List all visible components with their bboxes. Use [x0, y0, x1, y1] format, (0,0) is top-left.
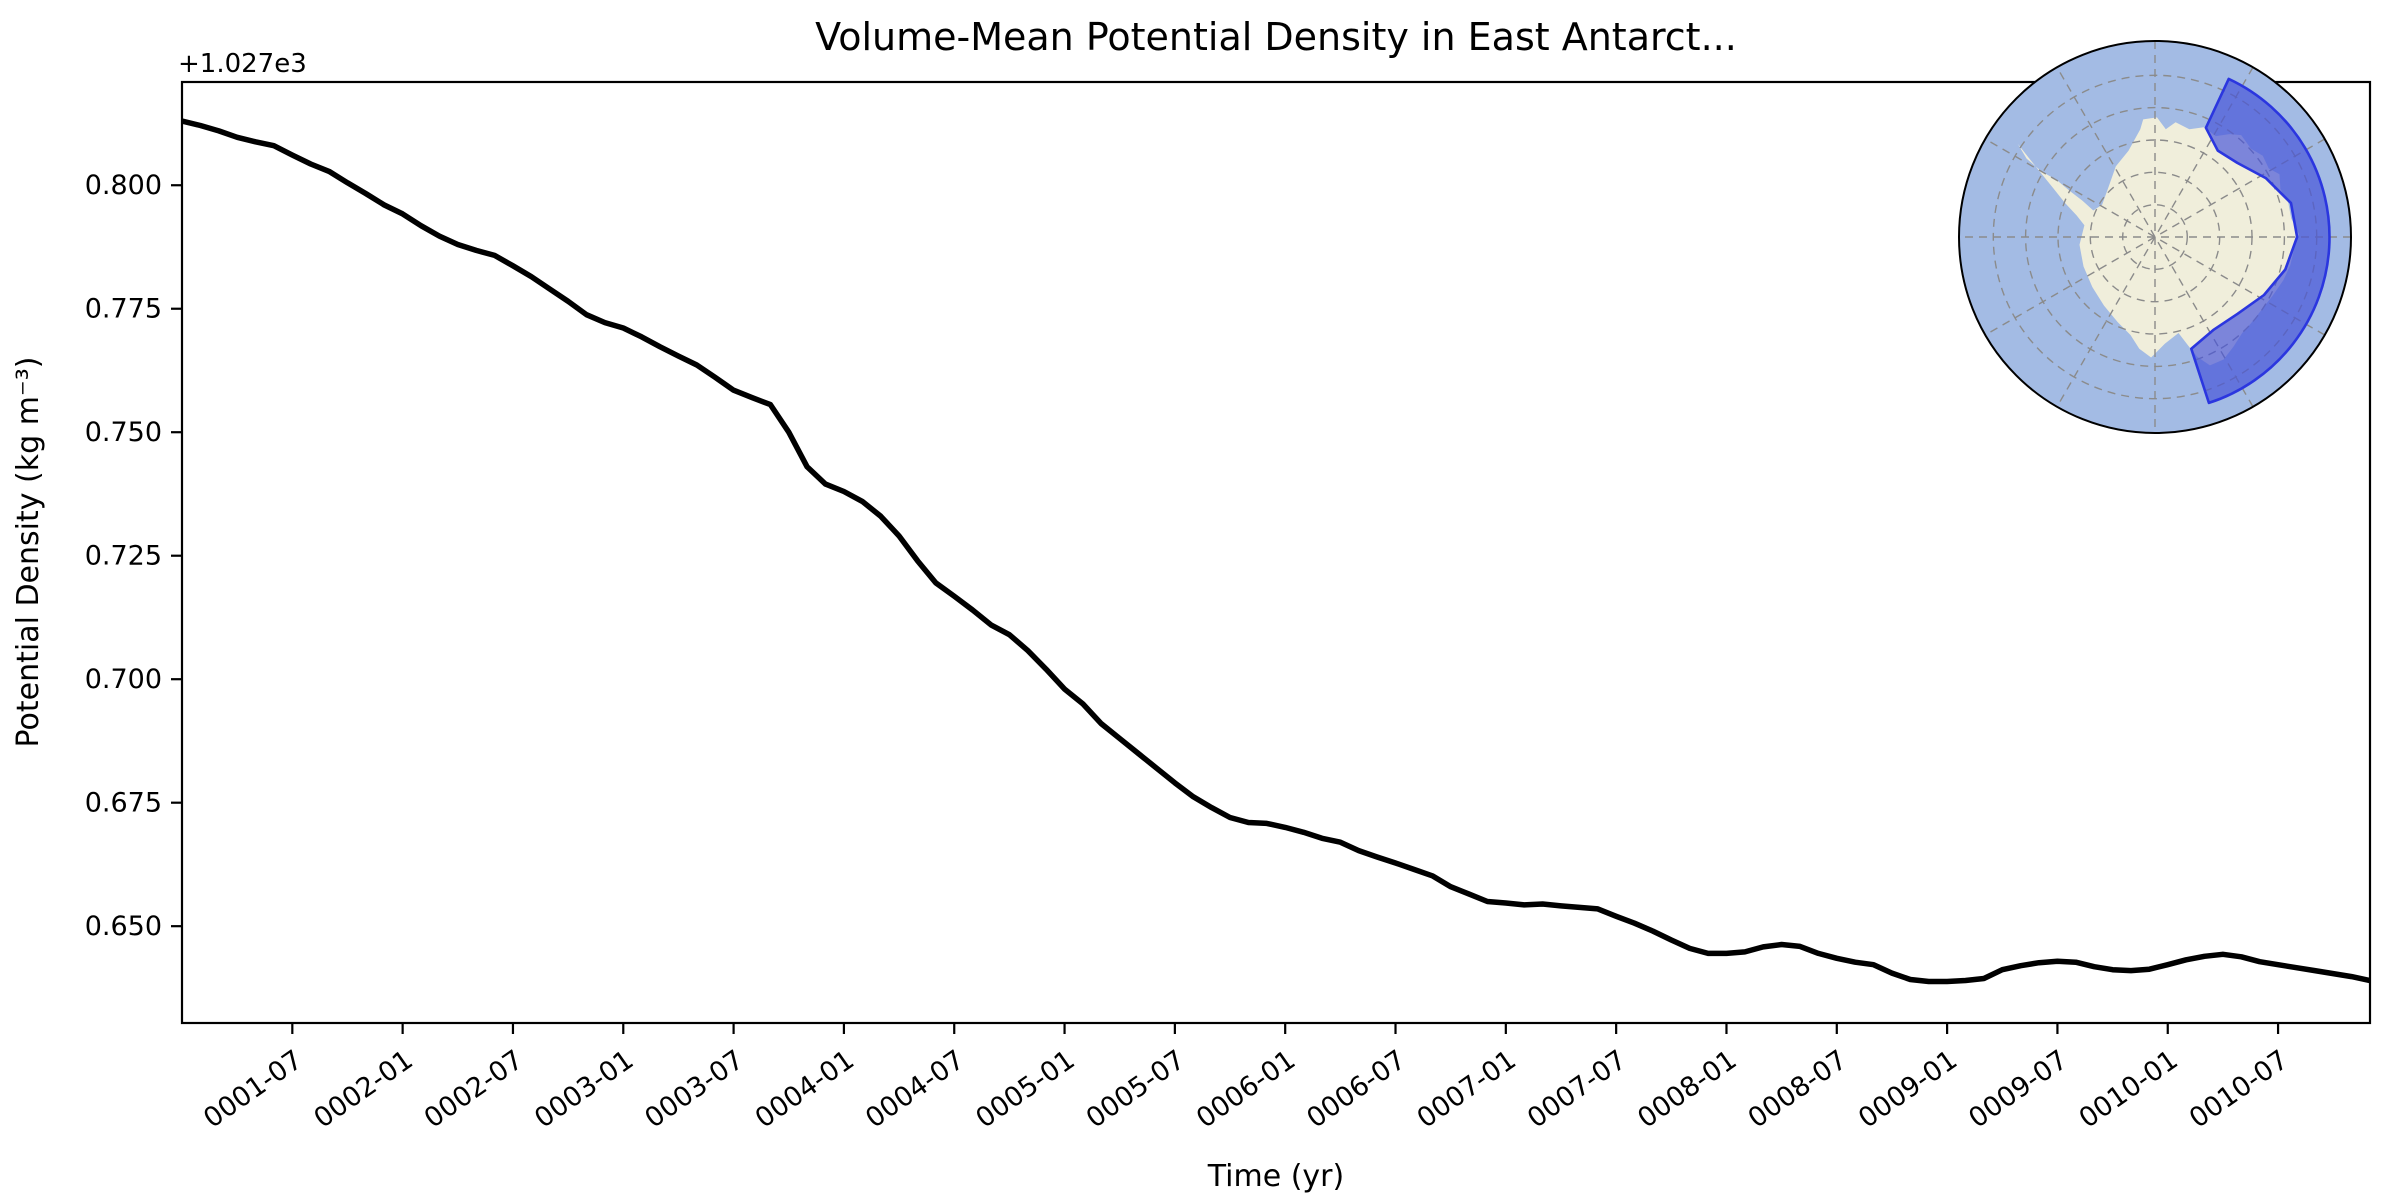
inset-highlighted-region	[2190, 77, 2331, 405]
y-tick-label: 0.675	[85, 788, 162, 819]
x-tick-label: 0004-01	[750, 1044, 860, 1134]
data-line-layer	[182, 118, 2370, 985]
chart-title: Volume-Mean Potential Density in East An…	[815, 15, 1737, 59]
axis-ticks: 0001-07 0002-01 0002-07 0003-01 0003-07 0004-…	[85, 170, 2294, 1134]
x-tick-label: 0008-07	[1743, 1044, 1853, 1134]
x-tick-label: 0009-01	[1853, 1044, 1963, 1134]
inset-antarctica-land	[2017, 117, 2300, 366]
x-tick-label: 0002-07	[419, 1044, 529, 1134]
x-tick-label: 0007-07	[1522, 1044, 1632, 1134]
y-tick-label: 0.725	[85, 541, 162, 572]
y-axis-offset-text: +1.027e3	[178, 49, 307, 79]
y-axis-label: Potential Density (kg m⁻³)	[11, 357, 46, 748]
x-tick-label: 0006-01	[1191, 1044, 1301, 1134]
x-tick-label: 0009-07	[1963, 1044, 2073, 1134]
x-tick-label: 0008-01	[1632, 1044, 1742, 1134]
x-tick-label: 0005-01	[970, 1044, 1080, 1134]
x-tick-label: 0003-01	[529, 1044, 639, 1134]
y-tick-label: 0.650	[85, 911, 162, 942]
x-tick-label: 0003-07	[639, 1044, 749, 1134]
x-tick-label: 0002-01	[308, 1044, 418, 1134]
inset-map-outline	[1958, 40, 2352, 434]
density-line	[182, 118, 2370, 985]
axes-frame	[180, 80, 2372, 1025]
y-tick-label: 0.750	[85, 417, 162, 448]
x-tick-label: 0007-01	[1412, 1044, 1522, 1134]
inset-graticule	[1959, 41, 2351, 433]
x-axis-label: Time (yr)	[1207, 1159, 1344, 1194]
x-tick-label: 0010-07	[2184, 1044, 2294, 1134]
x-tick-label: 0006-07	[1301, 1044, 1411, 1134]
x-tick-label: 0001-07	[198, 1044, 308, 1134]
antarctica-inset-map	[1958, 40, 2352, 434]
y-tick-label: 0.800	[85, 170, 162, 201]
x-tick-label: 0005-07	[1081, 1044, 1191, 1134]
y-tick-label: 0.700	[85, 664, 162, 695]
x-tick-label: 0004-07	[860, 1044, 970, 1134]
y-tick-label: 0.775	[85, 294, 162, 325]
x-tick-label: 0010-01	[2074, 1044, 2184, 1134]
